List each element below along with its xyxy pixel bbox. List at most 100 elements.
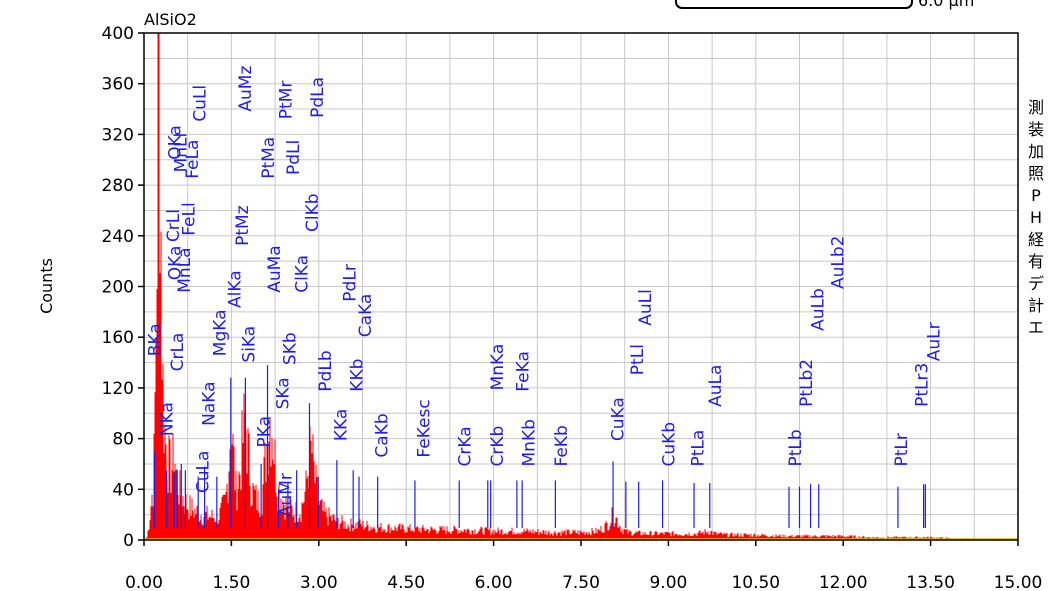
peak-label: MnLl bbox=[172, 133, 192, 173]
marker-lines bbox=[153, 365, 926, 528]
x-tick-label: 10.50 bbox=[731, 573, 780, 591]
side-label-char: 計 bbox=[1028, 296, 1044, 315]
y-tick-label: 160 bbox=[102, 328, 134, 348]
peak-label: PtLl bbox=[628, 344, 648, 375]
peak-label: FeKesc bbox=[415, 399, 435, 457]
side-label-char: 照 bbox=[1028, 164, 1044, 183]
peak-label: NaKa bbox=[200, 381, 220, 425]
peak-label: BKa bbox=[146, 323, 166, 356]
y-tick-label: 80 bbox=[112, 430, 134, 450]
x-tick-label: 1.50 bbox=[212, 573, 250, 591]
peak-label: PtLr bbox=[892, 433, 912, 466]
side-label-char: エ bbox=[1028, 318, 1044, 337]
y-tick-label: 200 bbox=[102, 278, 134, 298]
peak-label: CrKb bbox=[488, 426, 508, 467]
peak-label: PdLa bbox=[308, 77, 328, 118]
peak-label: CuKa bbox=[609, 397, 629, 441]
y-tick-label: 400 bbox=[102, 24, 134, 44]
peak-label: CuLl bbox=[190, 85, 210, 122]
peak-label: AuMa bbox=[265, 245, 285, 293]
peak-label: AuLb2 bbox=[828, 236, 848, 289]
x-tick-label: 4.50 bbox=[387, 573, 425, 591]
y-tick-label: 320 bbox=[102, 125, 134, 145]
peak-label: FeKb bbox=[552, 425, 572, 466]
peak-label: OKa bbox=[165, 246, 185, 281]
peak-label: AlKa bbox=[225, 270, 245, 308]
y-tick-label: 360 bbox=[102, 75, 134, 95]
scale-bar: 6.0 µm bbox=[675, 0, 974, 10]
side-label-char: 有 bbox=[1028, 252, 1044, 271]
x-tick-label: 15.00 bbox=[994, 573, 1043, 591]
side-label-char: 経 bbox=[1028, 230, 1044, 249]
peak-label: CaKb bbox=[373, 413, 393, 457]
side-label-char: 測 bbox=[1028, 98, 1044, 117]
peak-label: KKb bbox=[348, 359, 368, 392]
side-label-char: P bbox=[1031, 186, 1041, 205]
y-axis-label: Counts bbox=[37, 258, 56, 314]
peak-label: SKb bbox=[281, 332, 301, 365]
peak-label: MnLa bbox=[175, 247, 195, 292]
peak-label: AuLa bbox=[706, 365, 726, 407]
side-label-char: H bbox=[1030, 208, 1042, 227]
x-tick-label: 6.00 bbox=[475, 573, 513, 591]
y-tick-label: 280 bbox=[102, 176, 134, 196]
peak-label: PtLa bbox=[689, 430, 709, 467]
x-tick-label: 12.00 bbox=[819, 573, 868, 591]
peak-label: CrKa bbox=[456, 426, 476, 466]
y-tick-label: 0 bbox=[123, 531, 134, 551]
spectrum-layer bbox=[144, 33, 1019, 540]
peak-label: ClKa bbox=[292, 255, 312, 293]
peak-label: MnKa bbox=[488, 344, 508, 391]
peak-label: OKa bbox=[165, 125, 185, 160]
x-tick-label: 0.00 bbox=[125, 573, 163, 591]
x-tick-label: 3.00 bbox=[300, 573, 338, 591]
y-tick-label: 120 bbox=[102, 379, 134, 399]
peak-label: CrLa bbox=[168, 333, 188, 372]
peak-label: CuKb bbox=[659, 422, 679, 467]
peak-label: AuLl bbox=[636, 289, 656, 326]
peak-label: PKa bbox=[254, 416, 274, 448]
peak-label: PdLb bbox=[316, 350, 336, 391]
y-tick-label: 240 bbox=[102, 227, 134, 247]
side-label-char: 加 bbox=[1028, 142, 1044, 161]
peak-label: NKa bbox=[158, 402, 178, 436]
peak-label: CuLa bbox=[193, 451, 213, 494]
side-label-char: デ bbox=[1028, 274, 1044, 293]
peak-label: AuLb bbox=[809, 288, 829, 331]
axes: 0.00 1.50 3.00 4.50 6.00 7.50 9.00 10.50 12.00 13… bbox=[102, 24, 1043, 591]
peak-label: ClKb bbox=[303, 193, 323, 232]
peak-label: PtLb bbox=[786, 429, 806, 466]
peak-label: PdLr bbox=[341, 264, 361, 302]
peak-label: AuLr bbox=[925, 322, 945, 361]
peak-label: MnKb bbox=[520, 419, 540, 466]
y-tick-label: 40 bbox=[112, 480, 134, 500]
x-tick-label: 7.50 bbox=[562, 573, 600, 591]
peak-label: FeLl bbox=[179, 202, 199, 236]
side-label-char: 装 bbox=[1028, 120, 1044, 139]
peak-label: KKa bbox=[331, 409, 351, 441]
peak-label: PtMr bbox=[277, 81, 297, 120]
peak-label: PdLl bbox=[284, 140, 304, 175]
peak-labels: BKa NKa OKa OKa CrLl CrLa MnLl MnLa FeLl FeLa CuLl… bbox=[146, 66, 945, 518]
grid-lines bbox=[143, 32, 1019, 541]
peak-label: MgKa bbox=[211, 309, 231, 356]
scale-bar-label: 6.0 µm bbox=[918, 0, 974, 10]
peak-label: FeKa bbox=[514, 351, 534, 392]
scale-bar-frame bbox=[675, 0, 913, 9]
peak-label: PtMa bbox=[259, 137, 279, 179]
peak-label: AuMz bbox=[236, 66, 256, 112]
peak-label: PtLr3 bbox=[912, 363, 932, 407]
peak-label: PtLb2 bbox=[797, 359, 817, 407]
x-tick-label: 13.50 bbox=[906, 573, 955, 591]
peak-label: FeLa bbox=[183, 140, 203, 179]
peak-label: AuMr bbox=[277, 473, 297, 517]
peak-label: SKa bbox=[274, 377, 294, 409]
x-tick-label: 9.00 bbox=[649, 573, 687, 591]
peak-label: CaKa bbox=[356, 294, 376, 338]
chart-title: AlSiO2 bbox=[144, 10, 197, 29]
peak-label: CrLl bbox=[164, 209, 184, 242]
peak-label: SiKa bbox=[239, 326, 259, 363]
peak-label: PtMz bbox=[233, 205, 253, 246]
